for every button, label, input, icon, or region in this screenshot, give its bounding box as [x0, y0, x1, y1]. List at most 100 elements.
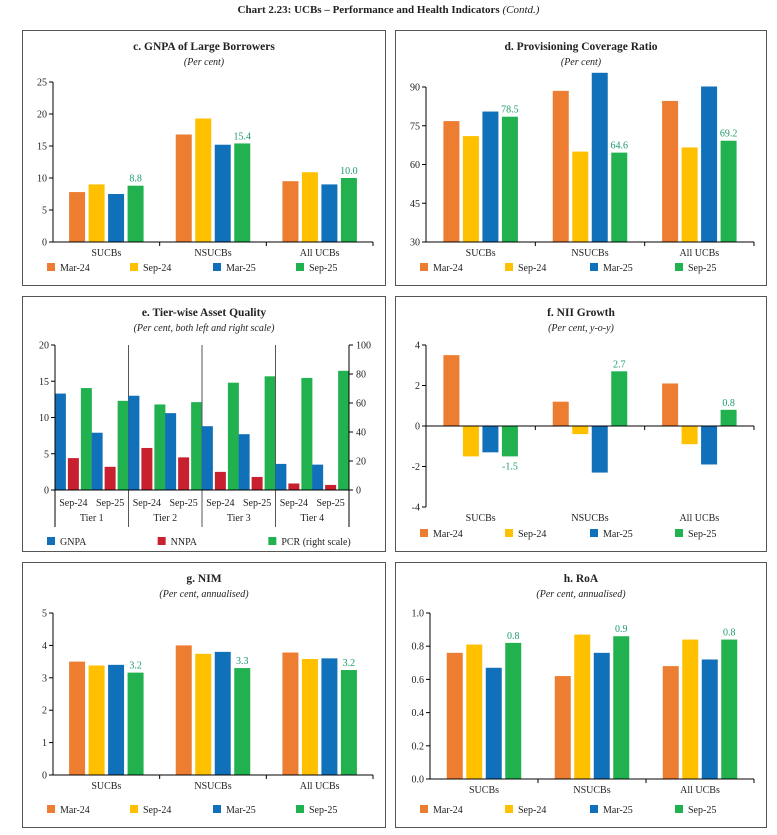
- data-label: -1.5: [502, 461, 518, 472]
- bar-nnpa: [251, 476, 263, 490]
- category-label: SUCBs: [466, 248, 496, 259]
- chart-subtitle: (Per cent, y-o-y): [548, 323, 614, 334]
- y-tick-label: 2: [42, 706, 47, 717]
- bar-mar-24: [552, 401, 569, 426]
- y-tick-label: 5: [42, 206, 47, 217]
- y-tick-label: 3: [42, 673, 47, 684]
- bar-mar-24: [443, 121, 460, 242]
- legend-label: Mar-25: [226, 805, 256, 816]
- legend-label: Mar-25: [603, 263, 633, 274]
- legend-swatch: [675, 529, 683, 537]
- legend-label: NNPA: [171, 537, 198, 548]
- legend-swatch: [213, 805, 221, 813]
- chart-title: c. GNPA of Large Borrowers: [133, 41, 275, 53]
- legend-label: Mar-25: [603, 529, 633, 540]
- bar-sep-24: [462, 426, 479, 457]
- bar-sep-25: [501, 426, 518, 457]
- y-tick-label: 60: [410, 160, 420, 171]
- y2-tick-label: 60: [356, 399, 366, 410]
- category-label: All UCBs: [300, 248, 340, 259]
- category-label: SUCBs: [91, 248, 121, 259]
- legend-swatch: [420, 263, 428, 271]
- bar-sep-25: [611, 152, 628, 242]
- y-tick-label: 90: [410, 83, 420, 94]
- plot-area: 0 1 2 3 4 5 SUCBs 3.2 NSUCBs 3.3 All UCBs 3.2 Mar-24…: [42, 609, 374, 816]
- plot-area: 0 5 10 15 20 25 SUCBs 8.8 NSUCBs 15.4 All UCBs 10.0…: [37, 78, 374, 274]
- category-label: NSUCBs: [194, 781, 231, 792]
- category-label: NSUCBs: [571, 248, 608, 259]
- bar-sep-25: [611, 371, 628, 426]
- legend-label: Mar-25: [226, 263, 256, 274]
- bar-sep-24: [682, 639, 699, 779]
- bar-mar-25: [214, 651, 231, 775]
- legend-label: Mar-24: [433, 805, 463, 816]
- data-label: 10.0: [340, 166, 358, 177]
- data-label: 2.7: [613, 359, 626, 370]
- legend-label: PCR (right scale): [281, 537, 350, 548]
- category-label: All UCBs: [679, 248, 719, 259]
- y-tick-label: 5: [42, 609, 47, 620]
- bar-gnpa: [165, 413, 177, 490]
- legend-swatch: [505, 263, 513, 271]
- tier-label: Tier 3: [227, 513, 251, 524]
- y-tick-label: 10: [37, 174, 47, 185]
- bar-sep-25: [721, 639, 738, 779]
- legend-label: Mar-24: [433, 529, 463, 540]
- y2-tick-label: 100: [356, 341, 371, 352]
- plot-area: 0.0 0.2 0.4 0.6 0.8 1.0 SUCBs 0.8 NSUCBs 0.9 All U…: [412, 609, 755, 816]
- chart-nii-growth: f. NII Growth (Per cent, y-o-y) -4 -2 0 2 4 SUC…: [395, 296, 767, 552]
- chart-title: e. Tier-wise Asset Quality: [141, 307, 267, 319]
- page-title: Chart 2.23: UCBs – Performance and Healt…: [0, 4, 777, 16]
- y-tick-label: -2: [412, 462, 420, 473]
- data-label: 3.2: [343, 658, 356, 669]
- bar-mar-25: [591, 426, 608, 473]
- subcategory-label: Sep-25: [316, 498, 344, 509]
- legend-label: Mar-24: [433, 263, 463, 274]
- y-tick-label: 0.0: [412, 775, 425, 786]
- chart-subtitle: (Per cent, both left and right scale): [133, 323, 275, 334]
- bar-nnpa: [141, 447, 153, 490]
- chart-title: h. RoA: [563, 573, 599, 585]
- bar-sep-24: [301, 172, 318, 242]
- bar-mar-24: [446, 652, 463, 779]
- subcategory-label: Sep-24: [59, 498, 87, 509]
- title-suffix: (Contd.): [502, 4, 540, 16]
- bar-gnpa: [128, 395, 140, 490]
- y-tick-label: 0: [42, 771, 47, 782]
- bar-nnpa: [104, 466, 116, 490]
- y-tick-label: 45: [410, 199, 420, 210]
- subcategory-label: Sep-24: [206, 498, 234, 509]
- y-tick-label: 0.2: [412, 741, 425, 752]
- bar-sep-25: [613, 636, 630, 779]
- chart-provisioning-coverage-ratio: d. Provisioning Coverage Ratio (Per cent)…: [395, 30, 767, 286]
- legend-swatch: [505, 805, 513, 813]
- y2-tick-label: 20: [356, 457, 366, 468]
- category-label: SUCBs: [91, 781, 121, 792]
- chart-subtitle: (Per cent): [183, 57, 225, 68]
- legend-swatch: [420, 805, 428, 813]
- subcategory-label: Sep-25: [243, 498, 271, 509]
- legend-label: Mar-24: [60, 263, 90, 274]
- chart-subtitle: (Per cent, annualised): [536, 589, 626, 600]
- bar-sep-24: [195, 653, 212, 775]
- bar-sep-25: [127, 672, 144, 775]
- chart-title: g. NIM: [186, 573, 222, 585]
- bar-sep-25: [505, 642, 522, 779]
- bar-sep-25: [340, 178, 357, 242]
- y-tick-label: 20: [37, 110, 47, 121]
- legend-swatch: [130, 263, 138, 271]
- bar-mar-24: [69, 192, 86, 242]
- legend-swatch: [268, 537, 277, 545]
- data-label: 0.8: [507, 631, 520, 642]
- chart-subtitle: (Per cent, annualised): [159, 589, 249, 600]
- tier-label: Tier 2: [153, 513, 177, 524]
- y2-tick-label: 80: [356, 370, 366, 381]
- bar-mar-25: [591, 72, 608, 242]
- bar-mar-24: [443, 355, 460, 426]
- bar-sep-24: [88, 184, 105, 242]
- bar-mar-25: [321, 184, 338, 242]
- chart-nim: g. NIM (Per cent, annualised) 0 1 2 3 4 5 SUCBs 3…: [22, 562, 386, 828]
- bar-mar-24: [175, 134, 192, 242]
- bar-nnpa: [288, 483, 300, 490]
- y-tick-label: 1: [42, 738, 47, 749]
